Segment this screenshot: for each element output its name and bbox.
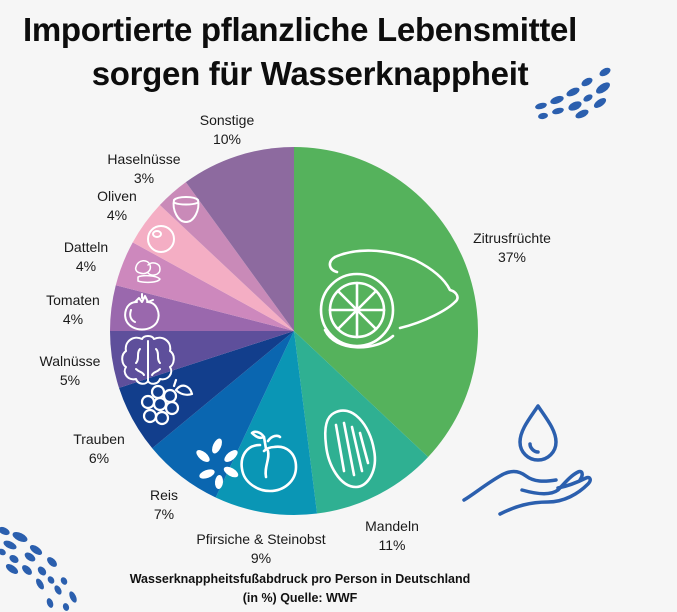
slice-label-name: Tomaten xyxy=(46,292,100,308)
slice-label: Sonstige 10% xyxy=(200,111,254,149)
slice-label-name: Mandeln xyxy=(365,518,419,534)
grapes-icon xyxy=(140,378,194,426)
chart-title-line1: Importierte pflanzliche Lebensmittel xyxy=(23,11,577,48)
almond-icon xyxy=(323,409,377,489)
caption-line1: Wasserknappheitsfußabdruck pro Person in… xyxy=(129,572,471,586)
slice-label-name: Haselnüsse xyxy=(107,151,181,167)
slice-label-value: 4% xyxy=(106,207,128,223)
tomato-icon xyxy=(124,293,160,331)
caption-line2: (in %) Quelle: WWF xyxy=(242,591,358,605)
rice-icon xyxy=(196,438,239,489)
walnut-icon xyxy=(121,335,175,385)
slice-label: Pfirsiche & Steinobst 9% xyxy=(196,530,325,568)
slice-label: Trauben 6% xyxy=(73,430,125,468)
chart-caption: Wasserknappheitsfußabdruck pro Person in… xyxy=(0,570,600,608)
slice-label-name: Walnüsse xyxy=(39,353,101,369)
slice-label: Oliven 4% xyxy=(97,187,137,225)
slice-icons xyxy=(121,196,459,493)
water-drop-hand-icon xyxy=(462,404,592,516)
slice-label-value: 5% xyxy=(59,372,81,388)
slice-label-name: Pfirsiche & Steinobst xyxy=(196,531,326,547)
pie-slice-trauben xyxy=(119,331,294,449)
slice-label-name: Oliven xyxy=(97,188,137,204)
slice-label-name: Reis xyxy=(149,487,179,503)
decorative-dashes-top-right xyxy=(535,67,611,120)
chart-title: Importierte pflanzliche Lebensmittel sor… xyxy=(0,8,600,96)
pie-slice-walnüsse xyxy=(110,331,294,388)
dates-icon xyxy=(134,260,161,284)
slice-label-value: 11% xyxy=(378,537,406,553)
pie-slice-tomaten xyxy=(110,285,294,331)
slice-label-value: 4% xyxy=(75,258,97,274)
slice-label-value: 6% xyxy=(88,450,110,466)
slice-label-value: 10% xyxy=(212,131,242,147)
slice-label: Datteln 4% xyxy=(64,238,108,276)
chart-title-line2: sorgen für Wasserknappheit xyxy=(91,55,529,92)
slice-label-value: 4% xyxy=(62,311,84,327)
slice-label: Haselnüsse 3% xyxy=(107,150,180,188)
pie-slice-reis xyxy=(152,331,294,498)
pie-slices xyxy=(110,147,479,516)
slice-label-value: 37% xyxy=(497,249,527,265)
slice-label: Zitrusfrüchte 37% xyxy=(473,229,551,267)
olive-icon xyxy=(147,225,175,253)
pie-slice-sonstige xyxy=(185,147,294,331)
slice-label: Reis 7% xyxy=(150,486,178,524)
lemon-icon xyxy=(319,249,459,349)
slice-label-name: Zitrusfrüchte xyxy=(473,230,551,246)
slice-label: Walnüsse 5% xyxy=(40,352,101,390)
pie-slice-zitrusfrüchte xyxy=(294,147,479,457)
slice-label: Mandeln 11% xyxy=(365,517,419,555)
slice-label-value: 3% xyxy=(133,170,155,186)
slice-label-name: Trauben xyxy=(73,431,125,447)
decorative-dashes-bottom-left xyxy=(0,526,77,611)
slice-label-value: 9% xyxy=(250,550,272,566)
slice-label-value: 7% xyxy=(153,506,175,522)
hazelnut-icon xyxy=(172,196,200,223)
slice-label-name: Sonstige xyxy=(199,112,255,128)
slice-label-name: Datteln xyxy=(63,239,109,255)
pie-slice-datteln xyxy=(115,242,294,331)
slice-label: Tomaten 4% xyxy=(46,291,100,329)
peach-icon xyxy=(240,430,298,493)
